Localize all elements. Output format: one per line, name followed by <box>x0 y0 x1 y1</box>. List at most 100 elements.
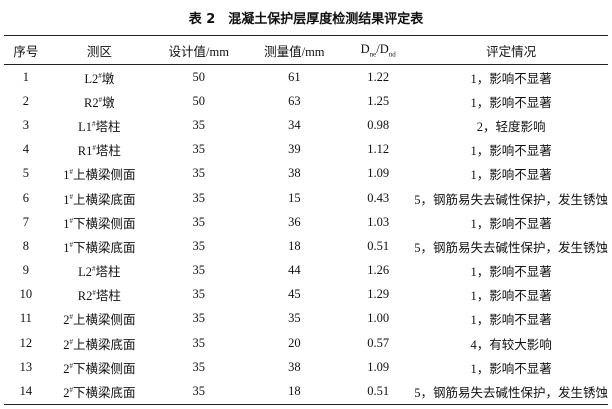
header-ratio: Dne/Dnd <box>342 36 414 65</box>
table-row: 13 2#下横梁侧面 35 38 1.09 1，影响不显著 <box>4 355 608 379</box>
zone-sup: # <box>69 168 73 177</box>
cell-measured: 45 <box>288 287 301 302</box>
cell-design: 35 <box>192 190 206 205</box>
cell-measured: 15 <box>288 190 301 205</box>
cell-design: 35 <box>192 238 206 253</box>
zone-prefix: 2 <box>63 337 70 352</box>
cell-design: 35 <box>192 335 206 350</box>
table-row: 11 2#上横梁侧面 35 35 1.00 1，影响不显著 <box>4 307 608 331</box>
cell-design: 35 <box>192 214 206 229</box>
cell-index: 13 <box>19 359 33 374</box>
zone-prefix: 1 <box>63 216 70 231</box>
zone-sup: # <box>69 192 73 201</box>
zone-sup: # <box>92 119 96 128</box>
table-row: 3 L1#塔柱 35 34 0.98 2，轻度影响 <box>4 113 608 137</box>
zone-sup: # <box>98 71 102 80</box>
cell-design: 35 <box>192 359 206 374</box>
zone-prefix: 2 <box>63 313 70 328</box>
zone-suffix: 下横梁底面 <box>72 386 136 401</box>
cell-index: 3 <box>22 117 29 132</box>
table-row: 10 R2#塔柱 35 45 1.29 1，影响不显著 <box>4 283 608 307</box>
cell-index: 14 <box>19 384 33 399</box>
cell-zone: 2#下横梁底面 <box>48 379 151 404</box>
cell-index: 6 <box>22 190 29 205</box>
cell-evaluation: 1，影响不显著 <box>470 313 552 328</box>
ratio-d: D <box>360 41 370 56</box>
cell-zone: R1#塔柱 <box>48 138 151 162</box>
zone-prefix: L2 <box>84 71 99 86</box>
zone-suffix: 塔柱 <box>95 144 121 159</box>
zone-prefix: 1 <box>63 240 70 255</box>
cell-ratio: 0.51 <box>367 238 390 253</box>
cell-measured: 39 <box>288 142 301 157</box>
cell-index: 2 <box>22 93 29 108</box>
ratio-sub-ne: ne <box>369 50 377 59</box>
zone-sup: # <box>92 289 96 298</box>
zone-prefix: 1 <box>63 168 70 183</box>
cell-measured: 18 <box>288 238 301 253</box>
table-row: 6 1#上横梁底面 35 15 0.43 5，钢筋易失去碱性保护，发生锈蚀 <box>4 186 608 210</box>
header-index: 序号 <box>13 44 39 59</box>
cell-design: 35 <box>192 117 206 132</box>
cell-zone: R2#墩 <box>48 89 151 113</box>
zone-sup: # <box>69 240 73 249</box>
cell-ratio: 1.00 <box>367 311 390 326</box>
table-row: 1 L2#墩 50 61 1.22 1，影响不显著 <box>4 65 608 90</box>
cell-zone: L2#塔柱 <box>48 259 151 283</box>
header-design: 设计值/mm <box>168 44 229 59</box>
cell-ratio: 1.25 <box>367 93 390 108</box>
cell-measured: 34 <box>288 117 301 132</box>
cell-zone: 1#上横梁底面 <box>48 186 151 210</box>
table-row: 8 1#下横梁底面 35 18 0.51 5，钢筋易失去碱性保护，发生锈蚀 <box>4 234 608 258</box>
zone-prefix: 1 <box>63 192 70 207</box>
zone-suffix: 上横梁底面 <box>72 192 136 207</box>
cell-ratio: 0.51 <box>367 384 390 399</box>
cell-evaluation: 1，影响不显著 <box>470 216 552 231</box>
table-row: 7 1#下横梁侧面 35 36 1.03 1，影响不显著 <box>4 210 608 234</box>
cell-index: 4 <box>22 142 29 157</box>
table-row: 14 2#下横梁底面 35 18 0.51 5，钢筋易失去碱性保护，发生锈蚀 <box>4 379 608 405</box>
header-zone: 测区 <box>86 44 112 59</box>
zone-prefix: 2 <box>63 386 70 401</box>
cell-ratio: 1.03 <box>367 214 390 229</box>
cell-index: 7 <box>22 214 29 229</box>
ratio-sub-nd: nd <box>388 50 396 59</box>
zone-prefix: L1 <box>78 119 93 134</box>
zone-sup: # <box>69 361 73 370</box>
cell-design: 35 <box>192 166 206 181</box>
zone-suffix: 下横梁侧面 <box>72 216 136 231</box>
cell-index: 9 <box>22 263 29 278</box>
cell-evaluation: 2，轻度影响 <box>476 119 546 134</box>
cell-measured: 63 <box>288 93 301 108</box>
cell-ratio: 1.09 <box>367 359 390 374</box>
zone-prefix: R2 <box>77 289 93 304</box>
zone-suffix: 下横梁底面 <box>72 240 136 255</box>
table-row: 9 L2#塔柱 35 44 1.26 1，影响不显著 <box>4 259 608 283</box>
cell-evaluation: 1，影响不显著 <box>470 95 552 110</box>
cell-measured: 38 <box>288 166 301 181</box>
cell-ratio: 1.09 <box>367 166 390 181</box>
zone-suffix: 墩 <box>102 95 115 110</box>
cell-index: 12 <box>19 335 33 350</box>
zone-sup: # <box>92 264 96 273</box>
cell-measured: 61 <box>288 69 301 84</box>
zone-sup: # <box>92 144 96 152</box>
cell-zone: L2#墩 <box>48 65 151 90</box>
header-measured: 测量值/mm <box>264 44 325 59</box>
zone-prefix: 2 <box>63 361 70 376</box>
cell-measured: 38 <box>288 359 301 374</box>
cell-zone: 2#上横梁侧面 <box>48 307 151 331</box>
cell-ratio: 0.43 <box>367 190 390 205</box>
zone-sup: # <box>69 337 73 346</box>
table-row: 5 1#上横梁侧面 35 38 1.09 1，影响不显著 <box>4 162 608 186</box>
cell-evaluation: 1，影响不显著 <box>470 144 552 159</box>
cell-index: 1 <box>22 69 29 84</box>
cell-evaluation: 1，影响不显著 <box>470 265 552 280</box>
zone-prefix: L2 <box>78 265 93 280</box>
cell-index: 11 <box>19 311 32 326</box>
zone-suffix: 塔柱 <box>95 265 121 280</box>
zone-prefix: R2 <box>84 95 99 110</box>
zone-suffix: 下横梁侧面 <box>72 361 136 376</box>
cell-ratio: 0.98 <box>367 117 390 132</box>
zone-sup: # <box>69 216 73 225</box>
